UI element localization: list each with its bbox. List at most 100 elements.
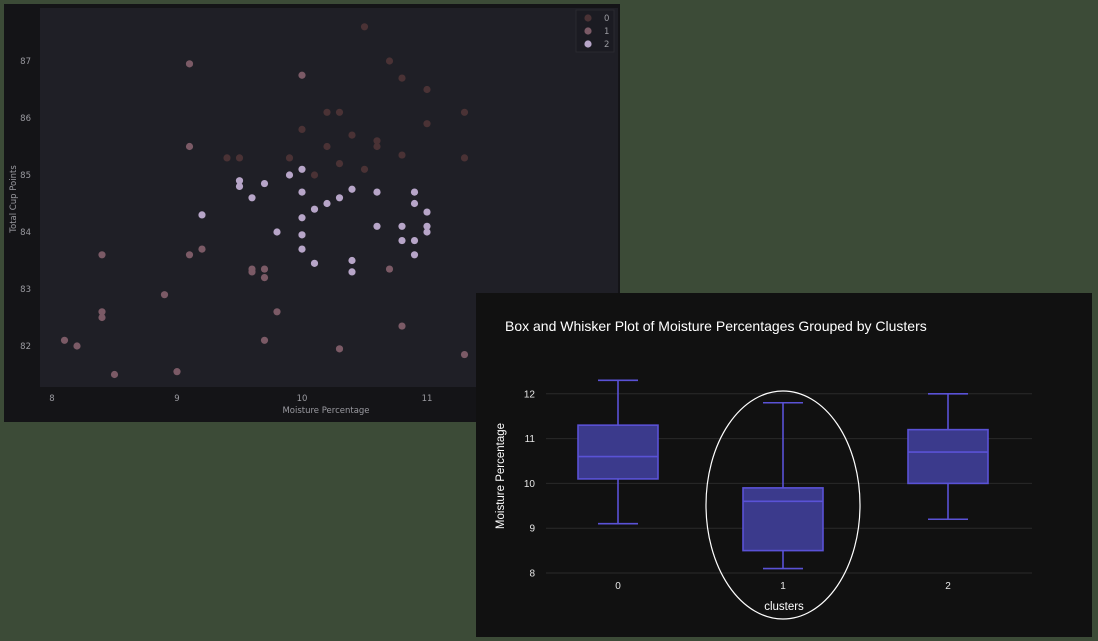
scatter-point-cluster-1	[460, 350, 469, 359]
legend-label-0: 0	[604, 14, 609, 24]
scatter-point-cluster-0	[423, 120, 431, 128]
scatter-point-cluster-2	[198, 211, 206, 219]
scatter-point-cluster-2	[310, 205, 319, 213]
scatter-y-tick-label: 86	[20, 114, 31, 124]
scatter-point-cluster-0	[235, 154, 244, 162]
scatter-point-cluster-2	[410, 236, 419, 245]
iqr-box	[577, 424, 659, 480]
scatter-point-cluster-1	[248, 268, 256, 276]
scatter-point-cluster-2	[298, 188, 306, 196]
scatter-point-cluster-1	[160, 291, 169, 299]
scatter-point-cluster-2	[348, 185, 356, 193]
scatter-point-cluster-1	[298, 71, 306, 79]
scatter-point-cluster-1	[185, 60, 194, 68]
scatter-point-cluster-1	[73, 342, 81, 350]
scatter-point-cluster-1	[335, 345, 344, 353]
box-plot-title: Box and Whisker Plot of Moisture Percent…	[505, 318, 927, 334]
scatter-point-cluster-2	[423, 208, 431, 216]
scatter-point-cluster-2	[398, 222, 406, 230]
box-x-tick-label: 2	[945, 581, 951, 592]
box-y-tick-label: 10	[524, 479, 536, 490]
box-y-tick-label: 8	[529, 569, 535, 580]
scatter-y-axis-label: Total Cup Points	[9, 165, 19, 234]
legend-label-2: 2	[604, 40, 609, 50]
scatter-point-cluster-0	[310, 171, 319, 179]
scatter-point-cluster-2	[410, 188, 419, 196]
box-y-tick-label: 12	[524, 389, 536, 400]
scatter-legend: 0 1 2	[575, 9, 615, 53]
scatter-point-cluster-0	[285, 154, 294, 162]
box-x-tick-label: 0	[615, 581, 621, 592]
box-x-axis-label: clusters	[764, 601, 804, 613]
scatter-point-cluster-1	[185, 251, 194, 259]
legend-marker-2	[584, 40, 592, 48]
highlight-ellipse	[705, 390, 861, 620]
scatter-y-tick-label: 85	[20, 171, 31, 181]
scatter-point-cluster-1	[98, 251, 106, 259]
scatter-point-cluster-1	[185, 142, 194, 151]
scatter-point-cluster-2	[260, 179, 269, 188]
scatter-y-tick-label: 83	[20, 285, 31, 295]
scatter-point-cluster-0	[360, 23, 369, 31]
scatter-y-tick-label: 84	[20, 228, 31, 238]
scatter-x-axis-label: Moisture Percentage	[282, 406, 369, 416]
legend-marker-0	[584, 14, 592, 22]
scatter-point-cluster-2	[410, 199, 419, 208]
scatter-point-cluster-0	[460, 154, 469, 162]
box-y-axis-label: Moisture Percentage	[495, 423, 507, 529]
legend-marker-1	[584, 27, 592, 35]
scatter-point-cluster-1	[273, 308, 281, 316]
scatter-point-cluster-2	[235, 182, 244, 190]
scatter-point-cluster-2	[248, 194, 256, 202]
scatter-point-cluster-1	[110, 370, 119, 379]
box-plot-chart: Box and Whisker Plot of Moisture Percent…	[495, 318, 1032, 620]
scatter-point-cluster-0	[348, 131, 356, 139]
scatter-point-cluster-2	[410, 251, 419, 259]
scatter-point-cluster-0	[323, 142, 331, 151]
scatter-point-cluster-1	[385, 265, 394, 273]
scatter-y-tick-label: 82	[20, 342, 31, 352]
scatter-point-cluster-2	[348, 268, 356, 276]
scatter-point-cluster-1	[98, 308, 106, 316]
scatter-point-cluster-0	[460, 108, 469, 116]
scatter-point-cluster-2	[335, 194, 344, 202]
scatter-x-tick-label: 9	[174, 394, 179, 404]
scatter-point-cluster-2	[398, 236, 406, 245]
scatter-point-cluster-1	[98, 313, 106, 322]
scatter-point-cluster-2	[310, 259, 319, 267]
scatter-point-cluster-0	[360, 165, 369, 173]
box-y-tick-label: 9	[529, 524, 535, 535]
scatter-point-cluster-2	[298, 165, 306, 173]
iqr-box	[742, 487, 824, 552]
scatter-point-cluster-2	[298, 214, 306, 222]
scatter-point-cluster-1	[398, 322, 406, 330]
scatter-point-cluster-1	[260, 265, 269, 273]
scatter-point-cluster-2	[235, 177, 244, 185]
scatter-point-cluster-2	[423, 228, 431, 236]
scatter-point-cluster-2	[298, 231, 306, 239]
box-x-tick-label: 1	[780, 581, 786, 592]
scatter-point-cluster-2	[423, 222, 431, 230]
scatter-point-cluster-1	[173, 368, 181, 376]
legend-box	[575, 9, 615, 53]
scatter-point-cluster-1	[260, 336, 269, 344]
scatter-point-cluster-2	[273, 228, 281, 236]
scatter-point-cluster-0	[223, 154, 231, 162]
scatter-point-cluster-1	[60, 336, 69, 344]
box-plot-panel: Box and Whisker Plot of Moisture Percent…	[476, 293, 1092, 637]
scatter-y-tick-label: 87	[20, 57, 31, 67]
scatter-point-cluster-1	[260, 274, 269, 282]
scatter-point-cluster-2	[323, 199, 331, 208]
box-cluster-2	[907, 393, 989, 521]
box-cluster-1	[742, 401, 824, 570]
scatter-point-cluster-0	[398, 74, 406, 82]
scatter-point-cluster-2	[373, 222, 381, 230]
scatter-point-cluster-0	[373, 142, 381, 151]
legend-label-1: 1	[604, 27, 609, 37]
scatter-x-tick-label: 8	[49, 394, 54, 404]
scatter-chart-panel: 8 9 10 11 82 83 84 85 86 87 Moisture Percentage …	[4, 4, 620, 422]
scatter-point-cluster-0	[398, 151, 406, 159]
scatter-x-tick-label: 10	[297, 394, 308, 404]
scatter-point-cluster-0	[323, 108, 331, 116]
scatter-point-cluster-2	[298, 245, 306, 253]
